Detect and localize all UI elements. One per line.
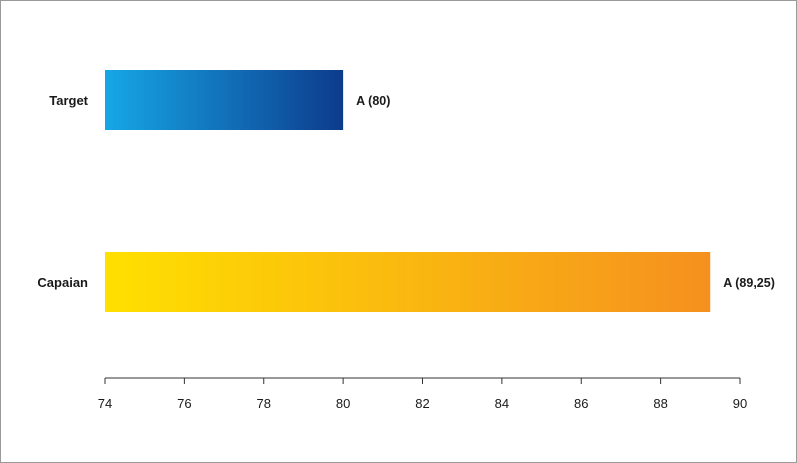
- data-label-capaian: A (89,25): [723, 276, 775, 290]
- category-label-target: Target: [49, 93, 88, 108]
- bars-group: Target A (80) Capaian A (89,25): [37, 70, 775, 312]
- category-label-capaian: Capaian: [37, 275, 88, 290]
- x-tick-label: 76: [177, 396, 191, 411]
- x-tick-label: 84: [495, 396, 509, 411]
- x-tick-label: 74: [98, 396, 112, 411]
- x-tick-label: 88: [653, 396, 667, 411]
- x-tick-label: 78: [257, 396, 271, 411]
- x-tick-label: 80: [336, 396, 350, 411]
- x-tick-label: 86: [574, 396, 588, 411]
- bar-capaian: [105, 252, 711, 312]
- data-label-target: A (80): [356, 94, 390, 108]
- x-axis: 74 76 78 80 82 84 86 88 90: [98, 377, 747, 411]
- x-tick-label: 82: [415, 396, 429, 411]
- bar-target: [105, 70, 344, 130]
- x-tick-label: 90: [733, 396, 747, 411]
